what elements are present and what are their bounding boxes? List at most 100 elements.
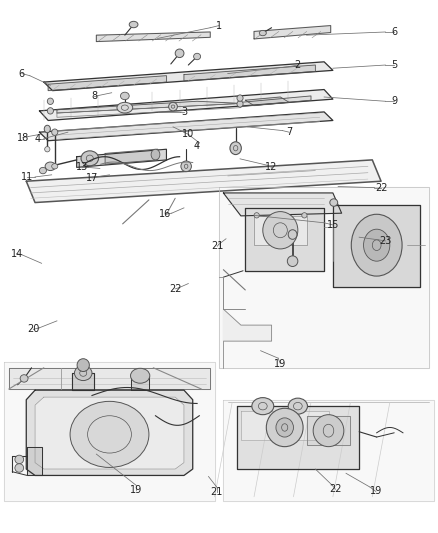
Ellipse shape [288, 398, 307, 414]
Text: 23: 23 [379, 236, 392, 246]
Ellipse shape [181, 161, 191, 172]
Ellipse shape [237, 101, 243, 107]
Ellipse shape [39, 167, 46, 174]
Ellipse shape [169, 102, 177, 111]
Ellipse shape [266, 408, 303, 447]
Polygon shape [26, 390, 193, 475]
Polygon shape [223, 309, 272, 341]
Polygon shape [241, 411, 328, 440]
Ellipse shape [276, 418, 293, 437]
Polygon shape [254, 26, 331, 39]
Polygon shape [57, 101, 241, 113]
Polygon shape [245, 97, 289, 106]
Text: 4: 4 [194, 141, 200, 150]
Ellipse shape [252, 398, 274, 415]
Text: 5: 5 [391, 60, 397, 70]
Ellipse shape [131, 368, 150, 383]
Text: 19: 19 [274, 359, 286, 368]
Polygon shape [237, 406, 359, 469]
Ellipse shape [129, 21, 138, 28]
Polygon shape [333, 205, 420, 287]
Ellipse shape [47, 108, 53, 114]
Ellipse shape [330, 199, 338, 206]
Polygon shape [72, 373, 94, 390]
Polygon shape [35, 397, 184, 469]
Text: 20: 20 [27, 325, 39, 334]
Ellipse shape [175, 49, 184, 58]
Text: 18: 18 [17, 133, 29, 142]
Text: 16: 16 [159, 209, 172, 219]
Ellipse shape [230, 142, 241, 155]
Ellipse shape [120, 92, 129, 100]
Ellipse shape [44, 125, 50, 133]
Ellipse shape [70, 401, 149, 467]
Ellipse shape [287, 256, 298, 266]
Text: 1: 1 [216, 21, 222, 30]
Ellipse shape [81, 151, 99, 166]
Polygon shape [223, 400, 434, 501]
Text: 19: 19 [370, 487, 382, 496]
Polygon shape [184, 65, 315, 81]
Text: 13: 13 [76, 163, 88, 172]
Ellipse shape [237, 95, 243, 101]
Text: 10: 10 [182, 130, 194, 139]
Text: 9: 9 [391, 96, 397, 106]
Text: 22: 22 [169, 284, 181, 294]
Text: 11: 11 [21, 172, 33, 182]
Text: 21: 21 [211, 488, 223, 497]
Polygon shape [105, 149, 158, 164]
Polygon shape [26, 160, 381, 203]
Polygon shape [223, 193, 342, 216]
Polygon shape [77, 149, 166, 167]
Polygon shape [219, 187, 429, 368]
Polygon shape [39, 90, 333, 120]
Text: 12: 12 [265, 163, 278, 172]
Ellipse shape [74, 366, 92, 381]
Ellipse shape [288, 230, 297, 239]
Text: 14: 14 [11, 249, 23, 259]
Ellipse shape [259, 30, 266, 36]
Polygon shape [44, 62, 333, 91]
Polygon shape [96, 32, 210, 42]
Ellipse shape [47, 98, 53, 104]
Text: 4: 4 [34, 134, 40, 143]
Text: 22: 22 [375, 183, 387, 192]
Text: 22: 22 [329, 484, 342, 494]
Ellipse shape [302, 213, 307, 218]
Polygon shape [4, 362, 215, 501]
Text: 8: 8 [91, 91, 97, 101]
Polygon shape [307, 416, 350, 445]
Ellipse shape [52, 129, 58, 135]
Ellipse shape [45, 162, 56, 171]
Ellipse shape [77, 359, 89, 372]
Ellipse shape [364, 229, 390, 261]
Polygon shape [39, 112, 333, 141]
Ellipse shape [254, 213, 259, 218]
Text: 2: 2 [295, 60, 301, 70]
Ellipse shape [313, 415, 344, 447]
Ellipse shape [351, 214, 402, 276]
Text: 7: 7 [286, 127, 292, 137]
Text: 3: 3 [181, 107, 187, 117]
Ellipse shape [263, 212, 298, 249]
Ellipse shape [15, 455, 24, 464]
Polygon shape [245, 208, 324, 271]
Text: 6: 6 [391, 27, 397, 37]
Ellipse shape [15, 464, 24, 472]
Ellipse shape [20, 375, 28, 382]
Ellipse shape [45, 147, 50, 152]
Text: 17: 17 [86, 173, 98, 183]
Polygon shape [27, 447, 42, 475]
Polygon shape [241, 96, 311, 107]
Ellipse shape [151, 149, 160, 160]
Polygon shape [9, 368, 210, 389]
Polygon shape [48, 76, 166, 91]
Polygon shape [131, 376, 149, 390]
Ellipse shape [117, 102, 133, 113]
Text: 21: 21 [211, 241, 223, 251]
Text: 6: 6 [19, 69, 25, 78]
Ellipse shape [52, 164, 58, 169]
Ellipse shape [194, 53, 201, 60]
Polygon shape [254, 216, 307, 245]
Text: 15: 15 [327, 220, 339, 230]
